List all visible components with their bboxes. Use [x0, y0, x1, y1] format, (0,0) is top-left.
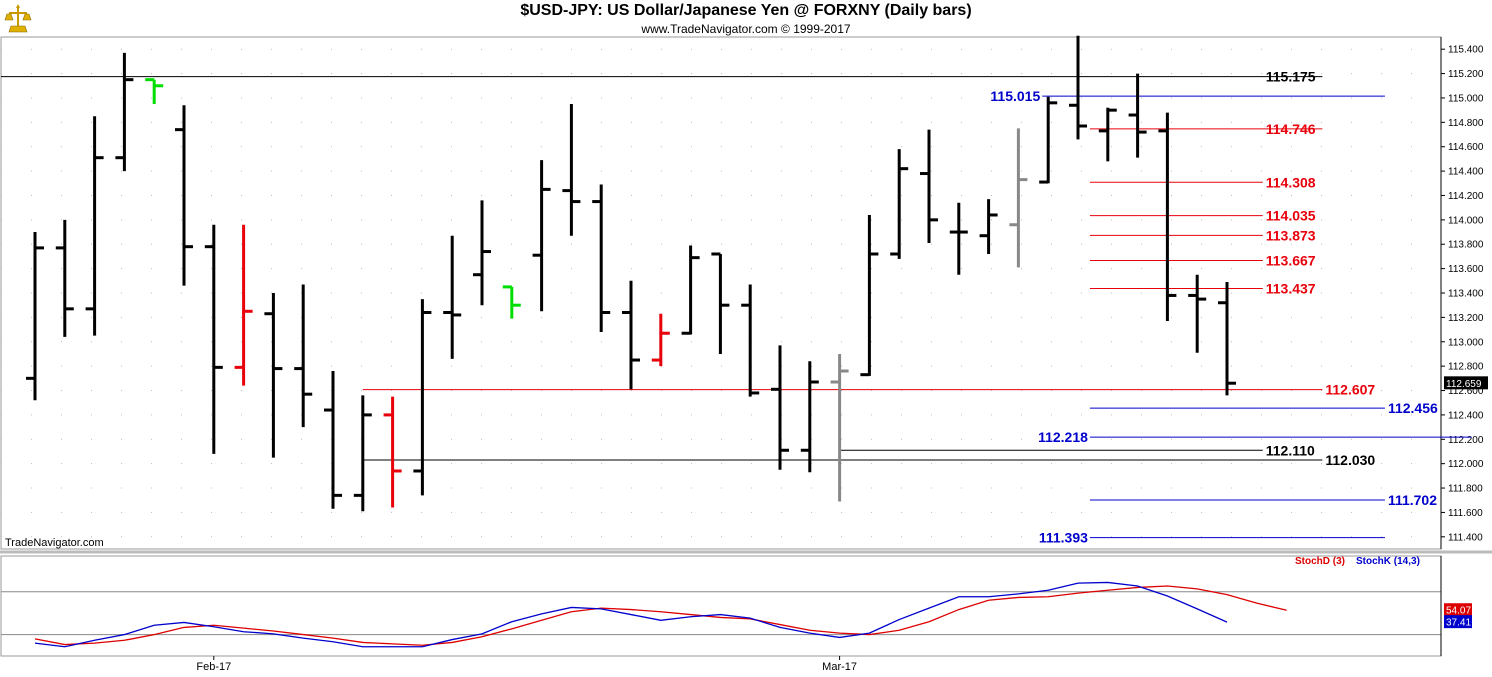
- level-label: 113.437: [1266, 280, 1316, 296]
- ohlc-bar: [741, 284, 760, 397]
- ohlc-bar: [353, 395, 372, 512]
- ohlc-bar: [473, 200, 491, 306]
- ohlc-bar: [681, 245, 700, 335]
- watermark-label: TradeNavigator.com: [5, 537, 104, 549]
- ohlc-bar: [1069, 35, 1087, 140]
- ohlc-bar: [383, 396, 402, 508]
- level-label: 111.702: [1388, 492, 1437, 508]
- stoch-series-k: [34, 581, 1228, 648]
- ohlc-bar: [443, 235, 462, 359]
- ohlc-bar: [622, 280, 640, 390]
- ohlc-bar: [562, 104, 581, 236]
- ohlc-bar: [204, 224, 223, 454]
- x-tick-label: Mar-17: [822, 661, 857, 673]
- ohlc-bar: [1188, 274, 1207, 353]
- ohlc-bar: [145, 78, 164, 105]
- stoch-k-value: 37.41: [1446, 618, 1471, 629]
- ohlc-bar: [264, 293, 283, 458]
- y-tick-label: 115.400: [1448, 45, 1484, 56]
- ohlc-bar: [890, 149, 909, 259]
- stoch-k-badge: [1444, 615, 1472, 629]
- y-tick-label: 111.600: [1448, 508, 1483, 519]
- y-tick-label: 113.000: [1448, 337, 1484, 348]
- y-tick-label: 114.200: [1448, 191, 1484, 202]
- ohlc-bar: [800, 361, 819, 473]
- ohlc-bar: [26, 232, 44, 401]
- stoch-series-d: [34, 585, 1287, 646]
- ohlc-bar: [949, 202, 968, 275]
- y-tick-label: 114.800: [1448, 118, 1484, 129]
- ohlc-bar: [532, 160, 551, 312]
- ohlc-bar: [1039, 96, 1058, 184]
- y-tick-label: 115.200: [1448, 69, 1484, 80]
- ohlc-bar: [1218, 282, 1236, 396]
- level-label: 111.393: [1039, 530, 1088, 546]
- y-tick-label: 112.000: [1448, 459, 1484, 470]
- y-tick-label: 113.400: [1448, 289, 1484, 300]
- last-price-label: 112.659: [1446, 379, 1482, 390]
- chart-subtitle: www.TradeNavigator.com © 1999-2017: [641, 22, 851, 36]
- y-tick-label: 114.400: [1448, 167, 1484, 178]
- level-label: 114.035: [1266, 208, 1316, 224]
- ohlc-bar: [1009, 128, 1028, 268]
- y-tick-label: 114.000: [1448, 215, 1484, 226]
- ohlc-bar: [860, 214, 879, 377]
- y-tick-label: 113.800: [1448, 240, 1484, 251]
- level-label: 115.015: [990, 88, 1040, 104]
- y-tick-label: 113.200: [1448, 313, 1484, 324]
- ohlc-bar: [920, 129, 938, 244]
- trade-navigator-logo-icon: [4, 4, 32, 33]
- y-tick-label: 115.000: [1448, 93, 1484, 104]
- y-tick-label: 112.600: [1448, 386, 1484, 397]
- ohlc-bar: [115, 52, 134, 172]
- ohlc-bar: [1158, 112, 1177, 322]
- ohlc-bar: [294, 284, 313, 428]
- stoch-panel-frame: [0, 555, 1442, 657]
- ohlc-bar: [979, 199, 998, 254]
- y-tick-label: 114.600: [1448, 142, 1484, 153]
- y-tick-label: 113.600: [1448, 264, 1484, 275]
- level-label: 114.308: [1266, 174, 1316, 190]
- ohlc-bar: [234, 224, 253, 386]
- level-label: 112.110: [1266, 442, 1315, 458]
- level-label: 112.030: [1325, 452, 1375, 468]
- ohlc-bar: [324, 371, 342, 509]
- ohlc-bar: [651, 313, 670, 367]
- level-label: 112.607: [1325, 382, 1375, 398]
- ohlc-bar: [771, 345, 789, 470]
- level-label: 113.667: [1266, 252, 1316, 268]
- ohlc-bar: [1128, 73, 1147, 158]
- ohlc-bar: [502, 285, 521, 319]
- last-price-badge: [1444, 376, 1488, 390]
- level-label: 115.175: [1266, 69, 1316, 85]
- level-label: 112.218: [1038, 429, 1088, 445]
- y-tick-label: 111.800: [1448, 484, 1483, 495]
- level-label: 114.746: [1266, 121, 1316, 137]
- stoch-d-badge: [1444, 603, 1472, 617]
- y-tick-label: 112.200: [1448, 435, 1484, 446]
- ohlc-bar: [1098, 107, 1117, 162]
- x-tick-label: Feb-17: [196, 661, 231, 673]
- level-label: 112.456: [1388, 400, 1438, 416]
- ohlc-bar: [413, 299, 432, 496]
- y-tick-label: 111.400: [1448, 532, 1483, 543]
- ohlc-bar: [85, 116, 104, 336]
- chart-title: $USD-JPY: US Dollar/Japanese Yen @ FORXN…: [520, 2, 972, 19]
- ohlc-bar: [55, 219, 74, 337]
- legend-stoch-k: StochK (14,3): [1356, 556, 1420, 567]
- ohlc-bar: [711, 252, 730, 354]
- y-tick-label: 112.400: [1448, 410, 1484, 421]
- y-tick-label: 112.800: [1448, 362, 1484, 373]
- legend-stoch-d: StochD (3): [1295, 556, 1345, 567]
- ohlc-bar: [830, 353, 849, 502]
- stoch-d-value: 54.07: [1446, 606, 1471, 617]
- ohlc-bar: [592, 184, 611, 333]
- level-label: 113.873: [1266, 227, 1316, 243]
- ohlc-bar: [175, 105, 193, 286]
